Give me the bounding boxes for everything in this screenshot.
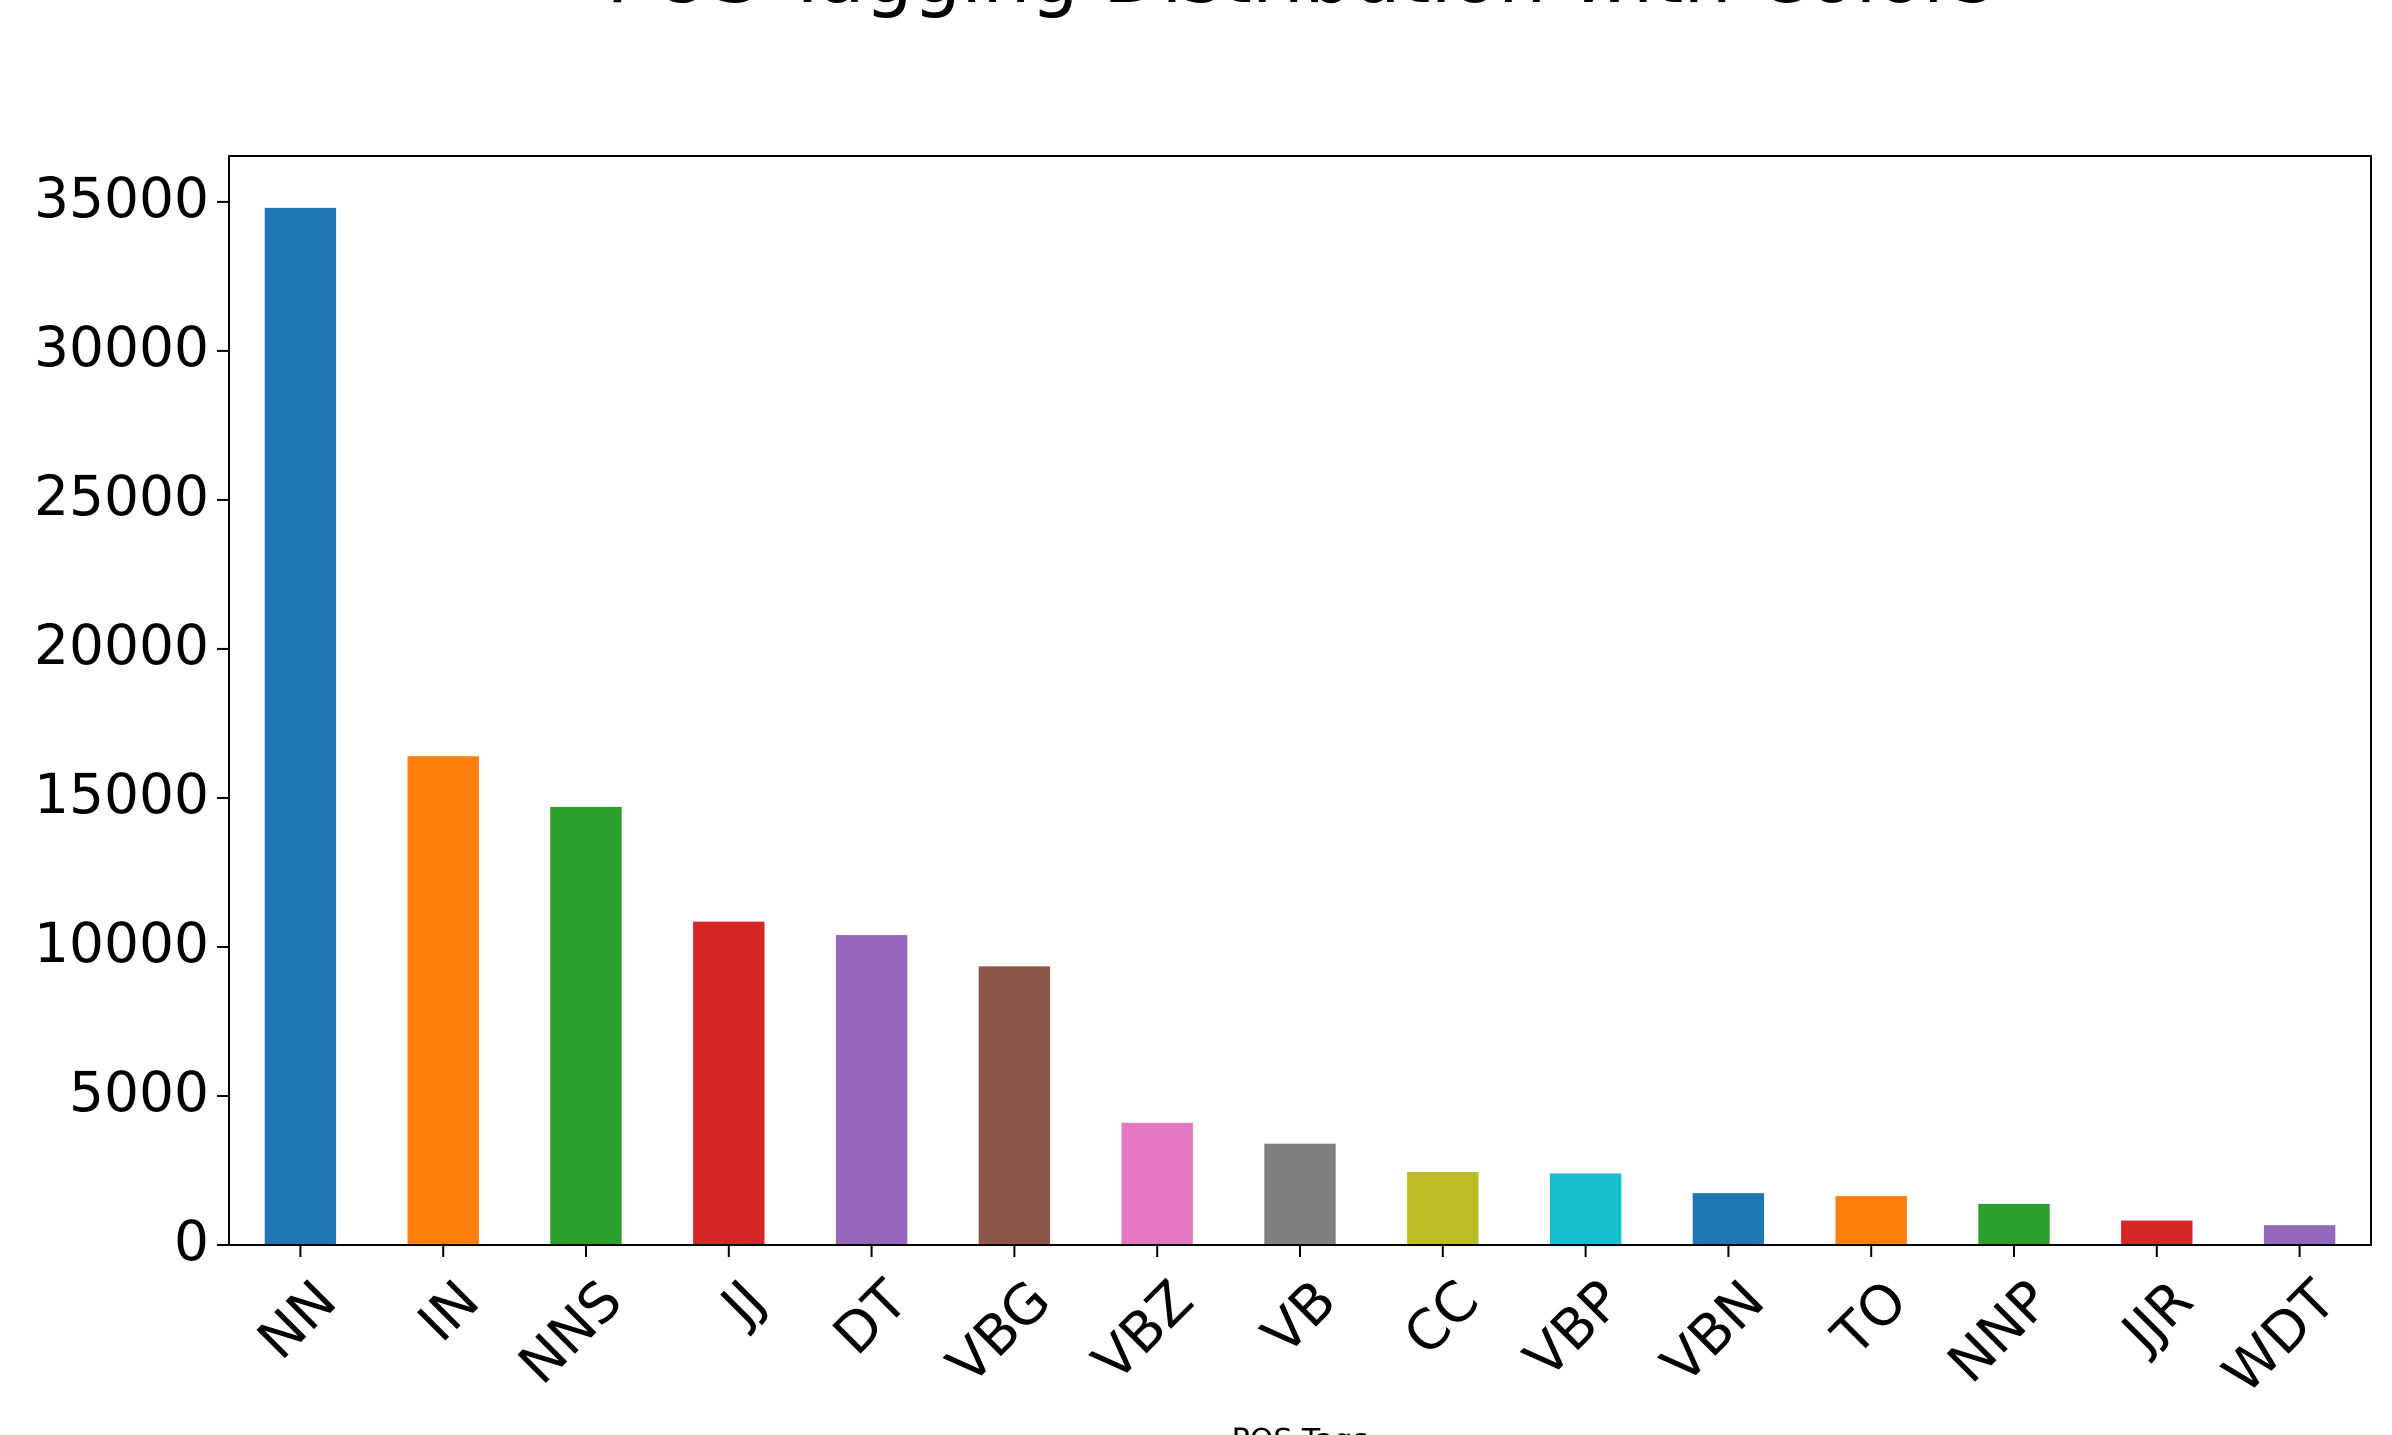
x-tick-label: NN [245,1268,348,1371]
bar [835,935,908,1245]
y-tick-label: 35000 [34,166,209,230]
x-axis-label: POS Tags [1232,1423,1369,1435]
plot-frame [228,155,2372,1246]
x-tick-label: DT [821,1268,920,1367]
bar [978,966,1051,1245]
y-tick-label: 10000 [34,911,209,975]
x-tick-label: NNS [506,1268,634,1396]
y-tick-label: 5000 [69,1060,209,1124]
bar [407,756,479,1245]
bar [1835,1196,1907,1245]
x-tick-label: NNP [1935,1268,2062,1395]
x-tick-label: VBG [934,1268,1062,1396]
bar [2121,1220,2193,1245]
bar [1549,1173,1622,1245]
y-tick-label: 25000 [34,464,209,528]
x-tick-label: JJR [2107,1268,2204,1365]
bar [1407,1171,1479,1245]
y-tick-label: 0 [174,1209,209,1273]
bar [1121,1122,1193,1245]
x-tick-label: VBZ [1080,1268,1205,1393]
x-tick-label: VB [1249,1268,1348,1367]
y-tick-label: 15000 [34,762,209,826]
x-tick-label: CC [1391,1268,1491,1368]
bar [264,207,337,1245]
x-tick-label: IN [405,1268,491,1354]
bar [1264,1143,1336,1245]
x-tick-label: WDT [2210,1268,2348,1406]
bar [2263,1225,2336,1245]
bar [550,806,622,1245]
x-tick-label: JJ [707,1268,777,1338]
bar [693,921,765,1245]
x-tick-label: VBP [1512,1268,1634,1390]
y-tick-label: 20000 [34,613,209,677]
x-tick-label: TO [1819,1268,1919,1368]
x-tick-label: VBN [1649,1268,1777,1396]
chart-title: POS Tagging Distribution with Colors [606,0,1994,20]
bar [1692,1193,1765,1245]
y-tick-label: 30000 [34,315,209,379]
bar [1978,1203,2050,1245]
